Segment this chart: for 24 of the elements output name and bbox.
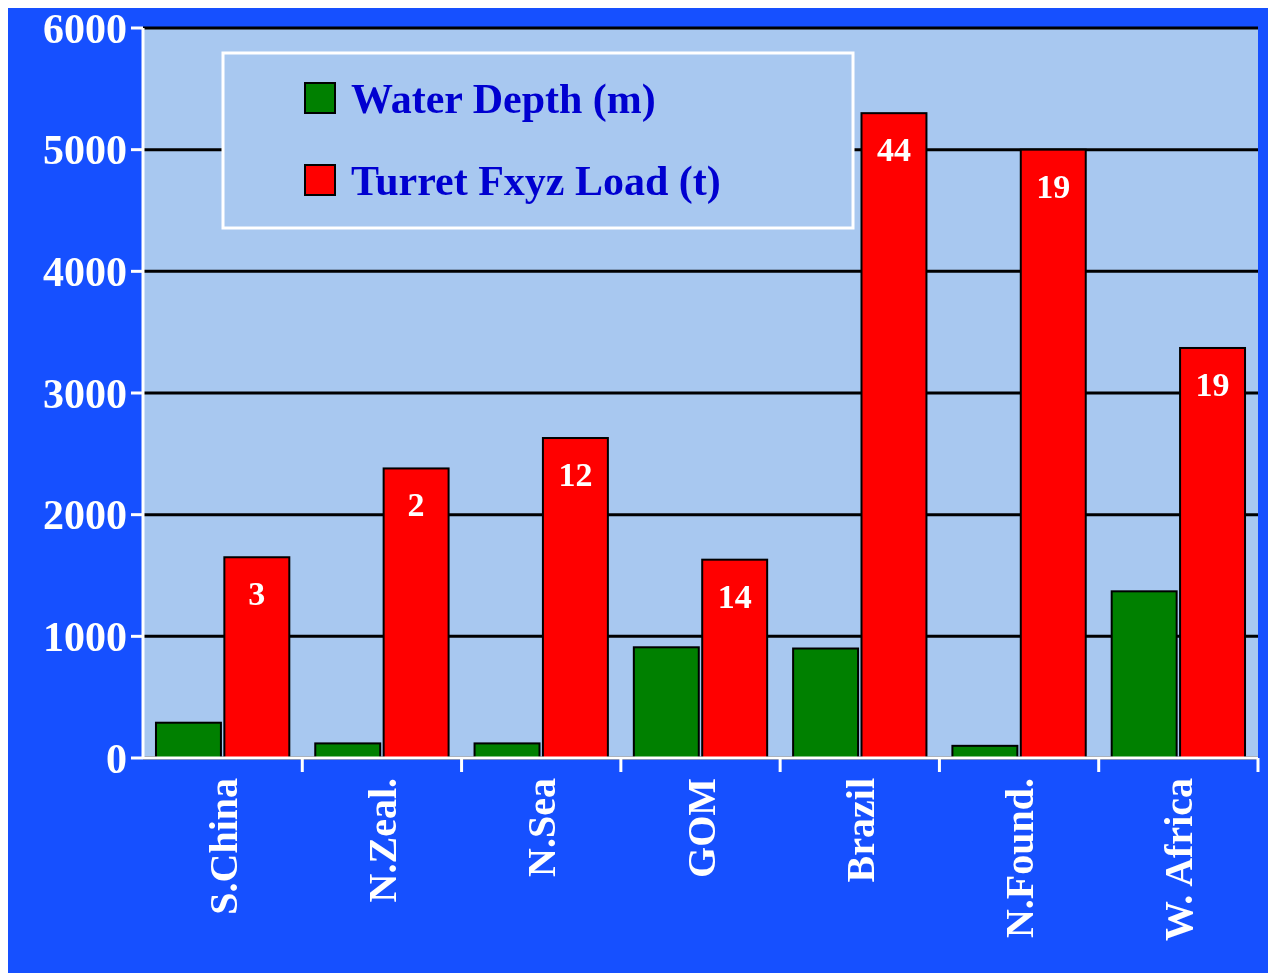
x-tick-label: Brazil — [837, 778, 883, 883]
legend-label: Water Depth (m) — [351, 75, 656, 123]
annotation: 44 — [876, 131, 911, 169]
y-tick-label: 6000 — [43, 5, 127, 52]
x-tick-label: N.Found. — [997, 778, 1043, 939]
annotation: 12 — [558, 456, 593, 494]
x-tick-label: W. Africa — [1156, 778, 1202, 941]
annotation: 3 — [248, 575, 266, 613]
y-tick-label: 0 — [106, 735, 127, 782]
annotation: 19 — [1195, 365, 1230, 403]
y-tick-label: 3000 — [43, 370, 127, 417]
x-tick-label: GOM — [678, 778, 724, 878]
x-tick-label: N.Zeal. — [359, 778, 405, 903]
legend-label: Turret Fxyz Load (t) — [351, 157, 721, 205]
bar — [314, 742, 382, 759]
y-tick-label: 2000 — [43, 492, 127, 539]
annotation: 2 — [407, 486, 425, 524]
annotation: 19 — [1036, 167, 1071, 205]
y-tick-label: 1000 — [43, 614, 127, 661]
annotation: 14 — [717, 577, 752, 615]
y-tick-label: 4000 — [43, 249, 127, 296]
x-tick-label: N.Sea — [519, 778, 565, 877]
y-tick-label: 5000 — [43, 127, 127, 174]
x-tick-label: S.China — [200, 778, 246, 915]
